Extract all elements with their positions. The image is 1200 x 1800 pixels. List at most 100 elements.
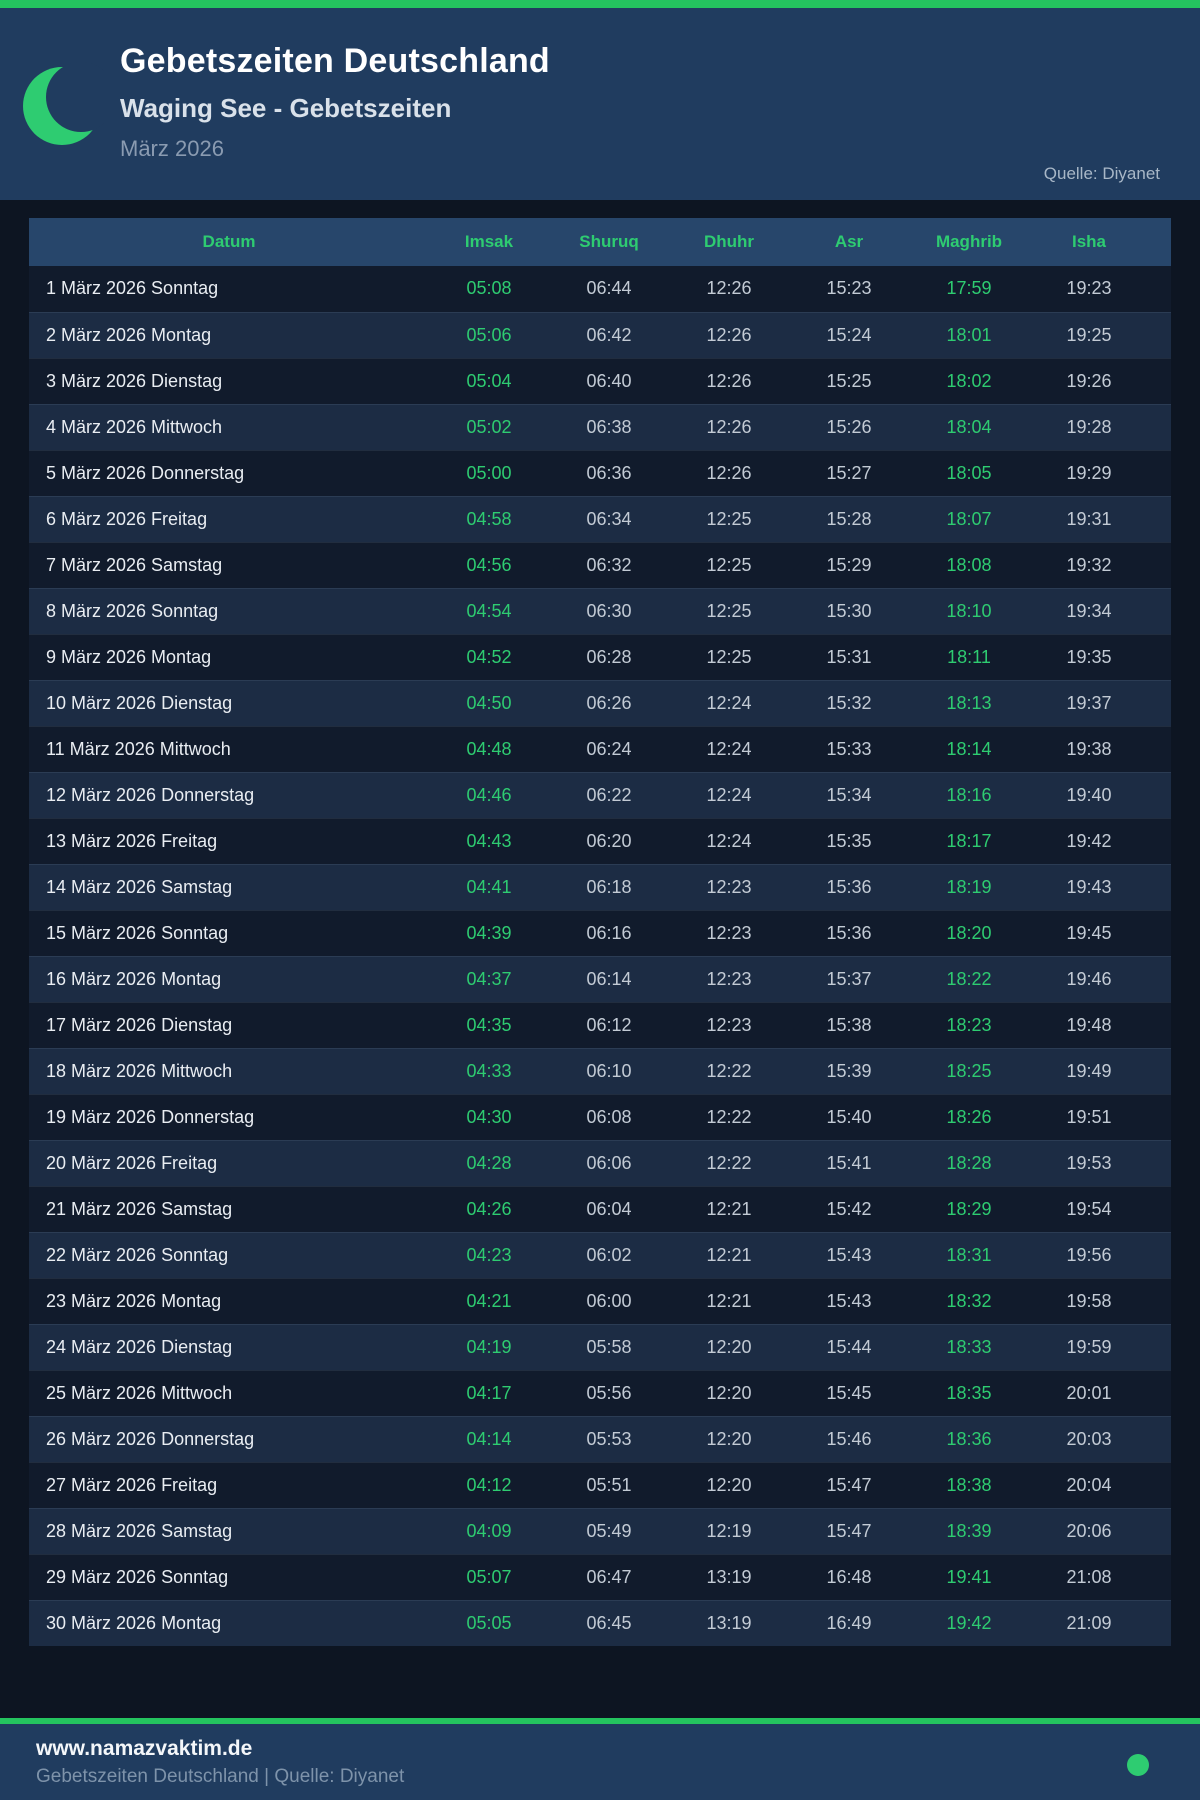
time-cell-isha: 19:45 <box>1066 922 1112 943</box>
time-cell-imsak: 04:52 <box>466 646 512 667</box>
table-row: 2 März 2026 Montag 05:06 06:42 12:26 15:24 18… <box>29 312 1171 358</box>
row-spacer <box>1149 312 1171 358</box>
time-cell-shuruq: 06:32 <box>586 554 632 575</box>
time-cell-maghrib: 18:11 <box>947 646 991 667</box>
time-cell-maghrib: 18:33 <box>946 1336 992 1357</box>
table-row: 8 März 2026 Sonntag 04:54 06:30 12:25 15:30 1… <box>29 588 1171 634</box>
time-cell-asr: 15:40 <box>826 1106 872 1127</box>
time-cell-imsak: 05:04 <box>466 370 512 391</box>
time-cell-imsak: 05:00 <box>466 462 512 483</box>
time-cell-maghrib: 18:01 <box>946 324 992 345</box>
time-cell-asr: 15:32 <box>826 692 872 713</box>
time-cell-dhuhr: 12:24 <box>706 738 752 759</box>
time-cell-shuruq: 06:02 <box>586 1244 632 1265</box>
time-cell-maghrib: 18:19 <box>946 876 992 897</box>
time-cell-maghrib: 18:04 <box>946 416 992 437</box>
time-cell-isha: 19:56 <box>1066 1244 1112 1265</box>
time-cell-asr: 15:45 <box>826 1382 872 1403</box>
time-cell-asr: 15:28 <box>826 508 872 529</box>
time-cell-shuruq: 05:58 <box>586 1336 632 1357</box>
time-cell-dhuhr: 12:20 <box>706 1428 752 1449</box>
row-spacer <box>1149 1278 1171 1324</box>
table-row: 5 März 2026 Donnerstag 05:00 06:36 12:26 15:… <box>29 450 1171 496</box>
time-cell-isha: 20:01 <box>1066 1382 1112 1403</box>
time-cell-asr: 15:24 <box>826 324 872 345</box>
date-cell: 1 März 2026 Sonntag <box>46 278 219 299</box>
time-cell-dhuhr: 12:19 <box>706 1520 752 1541</box>
row-spacer <box>1149 1416 1171 1462</box>
row-spacer <box>1149 358 1171 404</box>
time-cell-shuruq: 06:10 <box>586 1060 632 1081</box>
time-cell-shuruq: 05:51 <box>586 1474 632 1495</box>
time-cell-isha: 19:59 <box>1066 1336 1112 1357</box>
date-cell: 5 März 2026 Donnerstag <box>46 462 245 483</box>
page-footer: www.namazvaktim.de Gebetszeiten Deutschl… <box>0 1724 1200 1800</box>
time-cell-asr: 15:33 <box>826 738 872 759</box>
column-header-dhuhr: Dhuhr <box>669 218 789 266</box>
time-cell-dhuhr: 12:25 <box>706 508 752 529</box>
table-row: 1 März 2026 Sonntag 05:08 06:44 12:26 15:23 1… <box>29 266 1171 312</box>
time-cell-isha: 19:43 <box>1066 876 1112 897</box>
date-cell: 10 März 2026 Dienstag <box>46 692 233 713</box>
table-row: 19 März 2026 Donnerstag 04:30 06:08 12:22 15… <box>29 1094 1171 1140</box>
green-dot-icon <box>1127 1754 1149 1776</box>
website-url: www.namazvaktim.de <box>36 1737 253 1760</box>
time-cell-shuruq: 06:44 <box>586 278 632 299</box>
time-cell-isha: 19:38 <box>1066 738 1112 759</box>
time-cell-dhuhr: 12:23 <box>706 1014 752 1035</box>
date-cell: 13 März 2026 Freitag <box>46 830 218 851</box>
time-cell-isha: 19:25 <box>1066 324 1112 345</box>
table-row: 11 März 2026 Mittwoch 04:48 06:24 12:24 15:3… <box>29 726 1171 772</box>
table-row: 23 März 2026 Montag 04:21 06:00 12:21 15:43 1… <box>29 1278 1171 1324</box>
time-cell-isha: 21:09 <box>1066 1612 1112 1633</box>
time-cell-dhuhr: 12:25 <box>706 554 752 575</box>
date-cell: 2 März 2026 Montag <box>46 324 212 345</box>
row-spacer <box>1149 1324 1171 1370</box>
table-row: 26 März 2026 Donnerstag 04:14 05:53 12:20 15… <box>29 1416 1171 1462</box>
time-cell-imsak: 04:54 <box>466 600 512 621</box>
time-cell-isha: 19:32 <box>1066 554 1112 575</box>
table-row: 17 März 2026 Dienstag 04:35 06:12 12:23 15:3… <box>29 1002 1171 1048</box>
time-cell-maghrib: 18:02 <box>946 370 992 391</box>
date-cell: 19 März 2026 Donnerstag <box>46 1106 255 1127</box>
time-cell-shuruq: 06:04 <box>586 1198 632 1219</box>
time-cell-isha: 19:58 <box>1066 1290 1112 1311</box>
time-cell-maghrib: 18:38 <box>946 1474 992 1495</box>
time-cell-isha: 19:26 <box>1066 370 1112 391</box>
table-row: 22 März 2026 Sonntag 04:23 06:02 12:21 15:43… <box>29 1232 1171 1278</box>
table-row: 15 März 2026 Sonntag 04:39 06:16 12:23 15:36… <box>29 910 1171 956</box>
time-cell-dhuhr: 12:23 <box>706 922 752 943</box>
table-header-row: Datum Imsak Shuruq Dhuhr Asr Maghrib Ish… <box>29 218 1171 266</box>
date-cell: 12 März 2026 Donnerstag <box>46 784 255 805</box>
row-spacer <box>1149 266 1171 312</box>
row-spacer <box>1149 956 1171 1002</box>
time-cell-shuruq: 06:28 <box>586 646 632 667</box>
time-cell-shuruq: 06:08 <box>586 1106 632 1127</box>
time-cell-isha: 20:04 <box>1066 1474 1112 1495</box>
time-cell-maghrib: 18:25 <box>946 1060 992 1081</box>
time-cell-dhuhr: 12:25 <box>706 600 752 621</box>
time-cell-imsak: 05:07 <box>466 1566 512 1587</box>
time-cell-maghrib: 18:31 <box>946 1244 992 1265</box>
row-spacer <box>1149 1554 1171 1600</box>
crescent-moon-icon <box>23 62 104 145</box>
time-cell-asr: 15:30 <box>826 600 872 621</box>
prayer-times-body: 1 März 2026 Sonntag 05:08 06:44 12:26 15:23 1… <box>29 266 1171 1646</box>
time-cell-isha: 19:35 <box>1066 646 1112 667</box>
time-cell-imsak: 04:17 <box>466 1382 512 1403</box>
time-cell-dhuhr: 12:22 <box>706 1152 752 1173</box>
time-cell-dhuhr: 12:26 <box>706 370 752 391</box>
time-cell-isha: 19:29 <box>1066 462 1112 483</box>
row-spacer <box>1149 1232 1171 1278</box>
time-cell-isha: 19:49 <box>1066 1060 1112 1081</box>
time-cell-isha: 20:03 <box>1066 1428 1112 1449</box>
date-cell: 26 März 2026 Donnerstag <box>46 1428 255 1449</box>
row-spacer <box>1149 404 1171 450</box>
table-row: 3 März 2026 Dienstag 05:04 06:40 12:26 15:25… <box>29 358 1171 404</box>
time-cell-asr: 15:23 <box>826 278 872 299</box>
time-cell-imsak: 04:58 <box>466 508 512 529</box>
time-cell-isha: 19:48 <box>1066 1014 1112 1035</box>
date-cell: 25 März 2026 Mittwoch <box>46 1382 233 1403</box>
time-cell-dhuhr: 12:24 <box>706 692 752 713</box>
